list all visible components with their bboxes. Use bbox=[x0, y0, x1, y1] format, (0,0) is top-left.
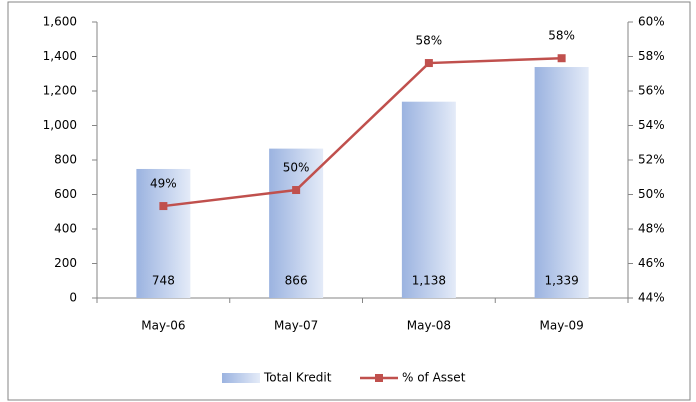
y-tick-label: 400 bbox=[54, 222, 77, 236]
line-value-label: 49% bbox=[150, 177, 177, 191]
line-value-label: 58% bbox=[548, 29, 575, 43]
line-marker bbox=[557, 54, 566, 63]
y2-tick-label: 44% bbox=[638, 291, 665, 305]
y2-tick-label: 54% bbox=[638, 118, 665, 132]
y-tick-label: 0 bbox=[69, 291, 77, 305]
y2-tick-label: 48% bbox=[638, 222, 665, 236]
bar-value-label: 1,138 bbox=[412, 274, 446, 288]
line bbox=[163, 56, 562, 208]
line-value-label: 58% bbox=[416, 34, 443, 48]
legend-marker bbox=[375, 374, 383, 382]
line-value-label: 50% bbox=[283, 161, 310, 175]
y-tick-label: 800 bbox=[54, 153, 77, 167]
legend-label: % of Asset bbox=[402, 371, 466, 385]
x-tick-label: May-08 bbox=[407, 319, 451, 333]
y-tick-label: 600 bbox=[54, 187, 77, 201]
legend-swatch bbox=[222, 373, 260, 383]
x-tick-label: May-07 bbox=[274, 319, 318, 333]
y2-tick-label: 46% bbox=[638, 256, 665, 270]
legend-label: Total Kredit bbox=[263, 371, 332, 385]
y2-tick-label: 58% bbox=[638, 49, 665, 63]
line-marker bbox=[159, 202, 168, 211]
bar-value-label: 748 bbox=[152, 274, 175, 288]
bar bbox=[401, 101, 456, 298]
y2-tick-label: 50% bbox=[638, 187, 665, 201]
y-tick-label: 1,200 bbox=[43, 84, 77, 98]
x-tick-label: May-09 bbox=[540, 319, 584, 333]
bar bbox=[534, 67, 589, 299]
y-tick-label: 200 bbox=[54, 256, 77, 270]
y-tick-label: 1,000 bbox=[43, 118, 77, 132]
y-tick-label: 1,400 bbox=[43, 49, 77, 63]
x-tick-label: May-06 bbox=[141, 319, 185, 333]
bar-value-label: 866 bbox=[285, 274, 308, 288]
y2-tick-label: 60% bbox=[638, 15, 665, 29]
bar-value-label: 1,339 bbox=[544, 274, 578, 288]
line-marker bbox=[292, 186, 301, 195]
y2-tick-label: 56% bbox=[638, 84, 665, 98]
line-marker bbox=[424, 59, 433, 68]
bar bbox=[136, 168, 191, 298]
y2-tick-label: 52% bbox=[638, 153, 665, 167]
y-tick-label: 1,600 bbox=[43, 15, 77, 29]
